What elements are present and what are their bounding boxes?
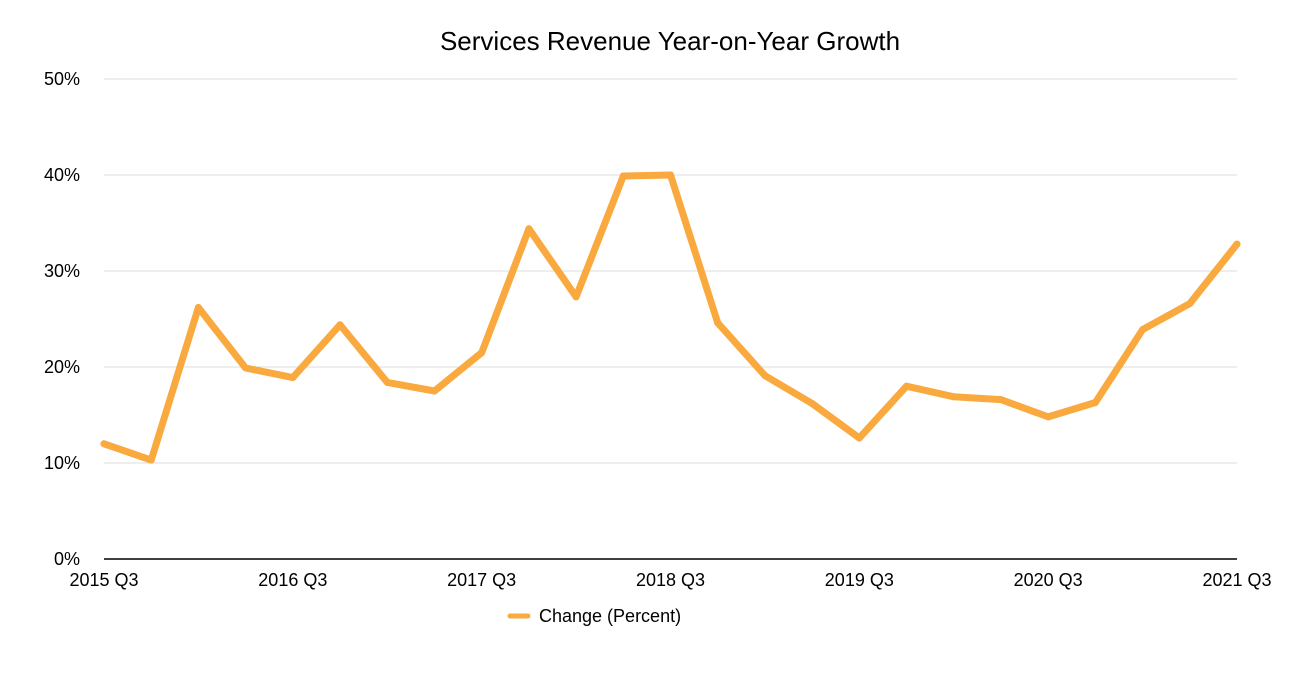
data-point [997,396,1005,404]
data-point [903,382,911,390]
data-point [194,303,202,311]
data-point [808,399,816,407]
y-tick-label: 50% [44,69,80,89]
data-point [147,456,155,464]
x-tick-label: 2018 Q3 [636,570,705,590]
data-point [1091,399,1099,407]
data-point [1233,240,1241,248]
x-axis-ticks: 2015 Q3 2016 Q3 2017 Q3 2018 Q3 2019 Q3 2020 … [69,570,1271,590]
x-tick-label: 2019 Q3 [825,570,894,590]
gridlines [104,78,1237,464]
data-point [1186,300,1194,308]
data-point [1044,413,1052,421]
x-tick-label: 2015 Q3 [69,570,138,590]
data-point [383,378,391,386]
data-point [855,434,863,442]
data-point [242,364,250,372]
y-tick-label: 20% [44,357,80,377]
data-point [714,319,722,327]
series-line [100,171,1241,464]
y-tick-label: 30% [44,261,80,281]
data-point [761,372,769,380]
y-axis-ticks: 0% 10% 20% 30% 40% 50% [44,69,80,569]
y-tick-label: 40% [44,165,80,185]
data-point [1139,326,1147,334]
y-tick-label: 10% [44,453,80,473]
data-point [667,171,674,179]
data-point [572,293,580,301]
legend: Change (Percent) [507,606,681,626]
chart-title: Services Revenue Year-on-Year Growth [440,26,900,56]
data-point [336,321,344,329]
data-point [478,349,486,357]
series-layer [100,171,1241,464]
data-point [950,393,958,401]
data-point [525,225,533,233]
data-point [430,387,438,395]
x-tick-label: 2017 Q3 [447,570,516,590]
x-tick-label: 2016 Q3 [258,570,327,590]
data-point [100,440,108,448]
x-tick-label: 2021 Q3 [1202,570,1271,590]
data-point [619,172,627,180]
x-tick-label: 2020 Q3 [1014,570,1083,590]
legend-label: Change (Percent) [539,606,681,626]
y-tick-label: 0% [54,549,80,569]
data-point [289,374,297,382]
